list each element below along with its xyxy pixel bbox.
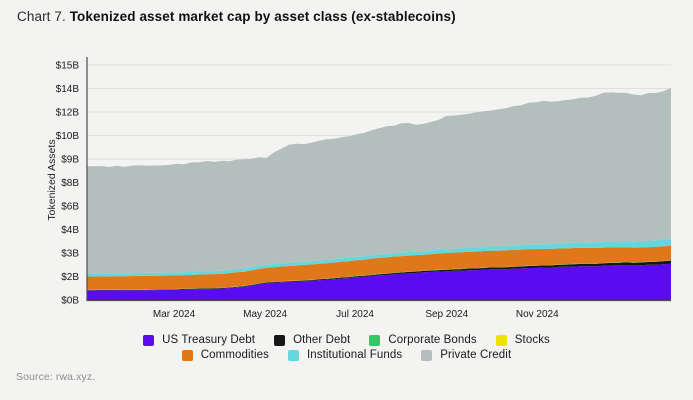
legend-item-us-treasury-debt: US Treasury Debt xyxy=(143,334,255,346)
legend-label: Corporate Bonds xyxy=(388,334,477,346)
legend-item-institutional-funds: Institutional Funds xyxy=(287,349,403,361)
legend-label: Institutional Funds xyxy=(306,349,403,361)
legend-swatch-private-credit xyxy=(421,349,433,361)
legend-label: Other Debt xyxy=(293,334,351,346)
y-tick-label: $14B xyxy=(56,84,80,95)
source-note: Source: rwa.xyz. xyxy=(16,371,96,383)
y-tick-label: $6B xyxy=(61,202,79,213)
legend-swatch-institutional-funds xyxy=(287,349,299,361)
area-series-private-credit xyxy=(87,87,671,274)
area-series-commodities xyxy=(87,245,671,290)
legend-swatch-commodities xyxy=(181,349,193,361)
legend-row: Commodities Institutional Funds Private Cr… xyxy=(181,349,512,361)
legend-label: Private Credit xyxy=(440,349,512,361)
legend-item-private-credit: Private Credit xyxy=(421,349,511,361)
y-tick-label: $4B xyxy=(61,225,79,236)
legend-item-corporate-bonds: Corporate Bonds xyxy=(369,334,477,346)
y-tick-label: $10B xyxy=(56,131,80,142)
chart-number-prefix: Chart 7. xyxy=(17,9,66,24)
legend-swatch-corporate-bonds xyxy=(369,334,381,346)
legend-item-commodities: Commodities xyxy=(181,349,269,361)
area-series-other-debt xyxy=(87,260,671,291)
legend-label: US Treasury Debt xyxy=(162,334,256,346)
y-tick-label: $12B xyxy=(56,108,80,119)
x-tick-label: Mar 2024 xyxy=(153,309,196,320)
legend-label: Commodities xyxy=(200,349,269,361)
stacked-area-chart: $0B $2B $3B $4B $6B $8B $9B $10B $12B $14B $15B Mar… xyxy=(46,57,671,320)
legend-label: Stocks xyxy=(514,334,550,346)
y-tick-label: $15B xyxy=(56,61,80,72)
y-axis-title: Tokenized Assets xyxy=(46,139,58,220)
x-tick-label: May 2024 xyxy=(243,309,287,320)
area-series-institutional-funds xyxy=(87,238,671,277)
legend-row: US Treasury Debt Other Debt Corporate Bond… xyxy=(143,334,550,346)
x-tick-label: Jul 2024 xyxy=(336,309,374,320)
chart-title: Chart 7. Tokenized asset market cap by a… xyxy=(17,9,456,24)
chart-title-text: Tokenized asset market cap by asset clas… xyxy=(69,9,456,24)
legend-swatch-other-debt xyxy=(274,334,286,346)
y-tick-label: $3B xyxy=(61,249,79,260)
y-tick-label: $0B xyxy=(61,296,79,307)
y-tick-label: $8B xyxy=(61,178,79,189)
x-tick-label: Nov 2024 xyxy=(516,309,559,320)
legend-item-other-debt: Other Debt xyxy=(274,334,350,346)
x-tick-label: Sep 2024 xyxy=(425,309,468,320)
legend-swatch-us-treasury-debt xyxy=(143,334,155,346)
y-tick-label: $9B xyxy=(61,155,79,166)
legend-swatch-stocks xyxy=(495,334,507,346)
y-tick-label: $2B xyxy=(61,272,79,283)
area-series-us-treasury-debt xyxy=(87,263,671,300)
legend-item-stocks: Stocks xyxy=(495,334,550,346)
chart-legend: US Treasury Debt Other Debt Corporate Bond… xyxy=(0,334,693,361)
